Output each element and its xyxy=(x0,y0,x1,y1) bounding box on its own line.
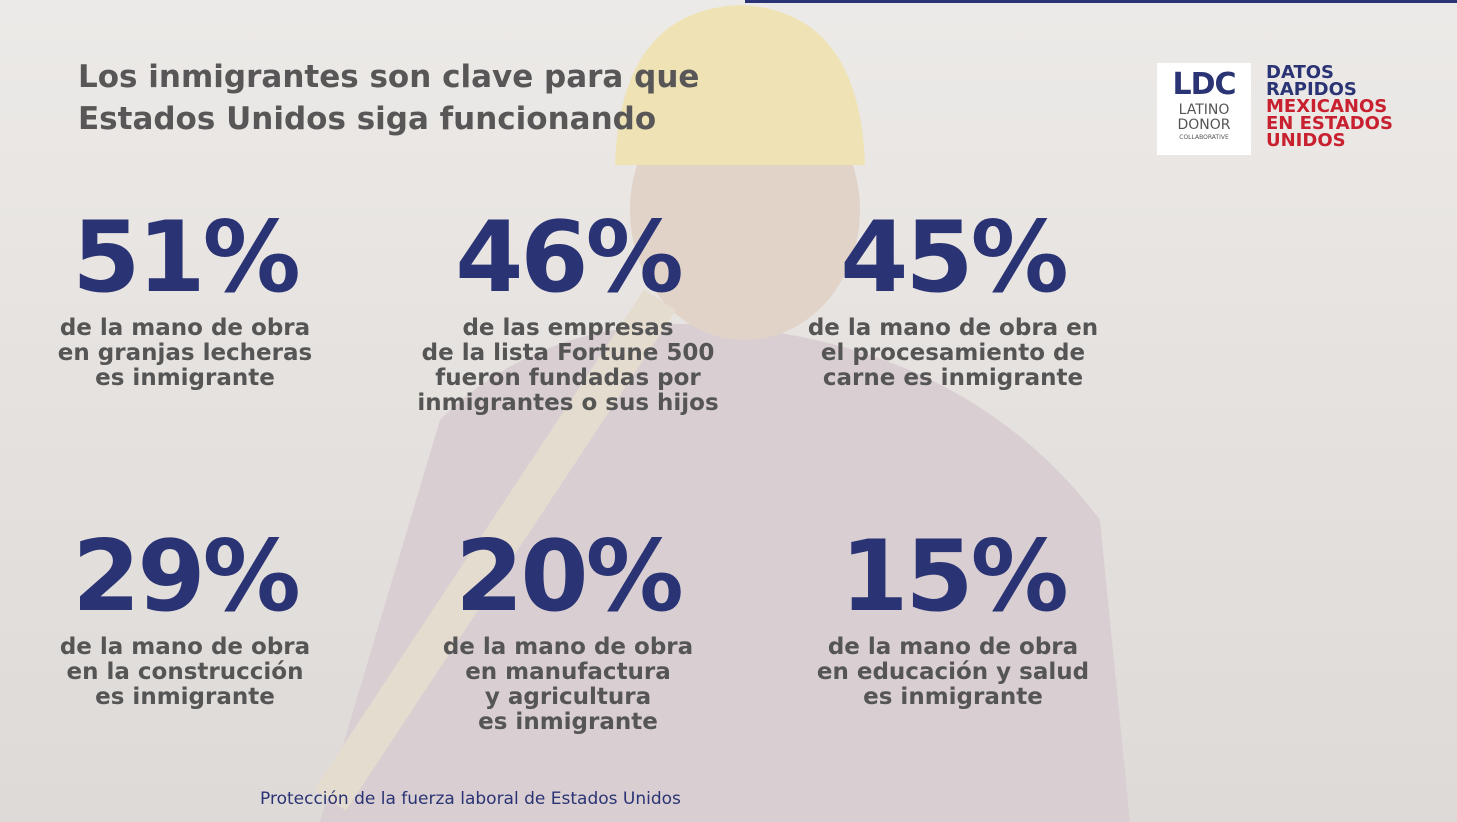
description-line: fueron fundadas por xyxy=(435,365,701,391)
stat: 20% de la mano de obra en manufactura y agr… xyxy=(378,527,758,735)
logo-text: COLLABORATIVE xyxy=(1179,134,1229,141)
title: Los inmigrantes son clave para que Estado… xyxy=(78,56,699,140)
description-line: de la mano de obra xyxy=(59,315,311,341)
description-line: es inmigrante xyxy=(95,684,275,710)
stat: 46% de las empresas de la lista Fortune 50… xyxy=(378,208,758,416)
description-line: es inmigrante xyxy=(863,684,1043,710)
badge-line: UNIDOS xyxy=(1266,130,1346,151)
logo-text: DONOR xyxy=(1177,117,1231,133)
description-line: de la mano de obra xyxy=(59,634,311,660)
description-line: en manufactura xyxy=(465,659,671,685)
description-line: en la construcción xyxy=(66,659,304,685)
logo: LDC LATINO DONOR COLLABORATIVE xyxy=(1157,63,1251,155)
description-line: es inmigrante xyxy=(95,365,275,391)
description-line: es inmigrante xyxy=(478,709,658,735)
description-line: el procesamiento de xyxy=(820,340,1086,366)
stat: 51% de la mano de obra en granjas lecheras… xyxy=(0,208,375,391)
stat: 15% de la mano de obra en educación y salu… xyxy=(763,527,1143,710)
description-line: de la mano de obra xyxy=(827,634,1079,660)
footer: Protección de la fuerza laboral de Estad… xyxy=(260,789,681,809)
badge-line: MEXICANOS xyxy=(1266,96,1388,117)
title-line: Estados Unidos siga funcionando xyxy=(78,101,657,137)
stat-description: de la mano de obra en granjas lecheras es … xyxy=(0,316,375,391)
title-line: Los inmigrantes son clave para que xyxy=(78,59,700,95)
description-line: inmigrantes o sus hijos xyxy=(417,390,719,416)
badge-line: DATOS xyxy=(1266,62,1335,83)
description-line: en educación y salud xyxy=(816,659,1090,685)
stat-description: de la mano de obra en manufactura y agricu… xyxy=(378,635,758,735)
stat-figure: 45% xyxy=(840,201,1069,315)
description-line: de las empresas xyxy=(462,315,674,341)
description-line: de la lista Fortune 500 xyxy=(421,340,715,366)
stat: 45% de la mano de obra en el procesamiento… xyxy=(763,208,1143,391)
description-line: y agricultura xyxy=(484,684,652,710)
stat: 29% de la mano de obra en la construcción e… xyxy=(0,527,375,710)
stat-figure: 29% xyxy=(72,520,301,634)
logo-text: LATINO xyxy=(1178,102,1230,118)
stat-figure: 51% xyxy=(72,201,301,315)
description-line: carne es inmigrante xyxy=(822,365,1084,391)
badge-line: EN ESTADOS xyxy=(1266,113,1393,134)
stat-description: de la mano de obra en el procesamiento de… xyxy=(763,316,1143,391)
badge-line: RAPIDOS xyxy=(1266,79,1357,100)
description-line: de la mano de obra xyxy=(442,634,694,660)
stat-description: de la mano de obra en la construcción es i… xyxy=(0,635,375,710)
stat-figure: 46% xyxy=(455,201,684,315)
stat-figure: 15% xyxy=(840,520,1069,634)
stat-description: de la mano de obra en educación y salud es… xyxy=(763,635,1143,710)
description-line: en granjas lecheras xyxy=(57,340,313,366)
badge: DATOS RAPIDOS MEXICANOS EN ESTADOS UNIDOS xyxy=(1266,62,1393,151)
description-line: de la mano de obra en xyxy=(807,315,1099,341)
stat-figure: 20% xyxy=(455,520,684,634)
stat-description: de las empresas de la lista Fortune 500 fu… xyxy=(378,316,758,416)
logo-mark: LDC xyxy=(1172,67,1236,102)
